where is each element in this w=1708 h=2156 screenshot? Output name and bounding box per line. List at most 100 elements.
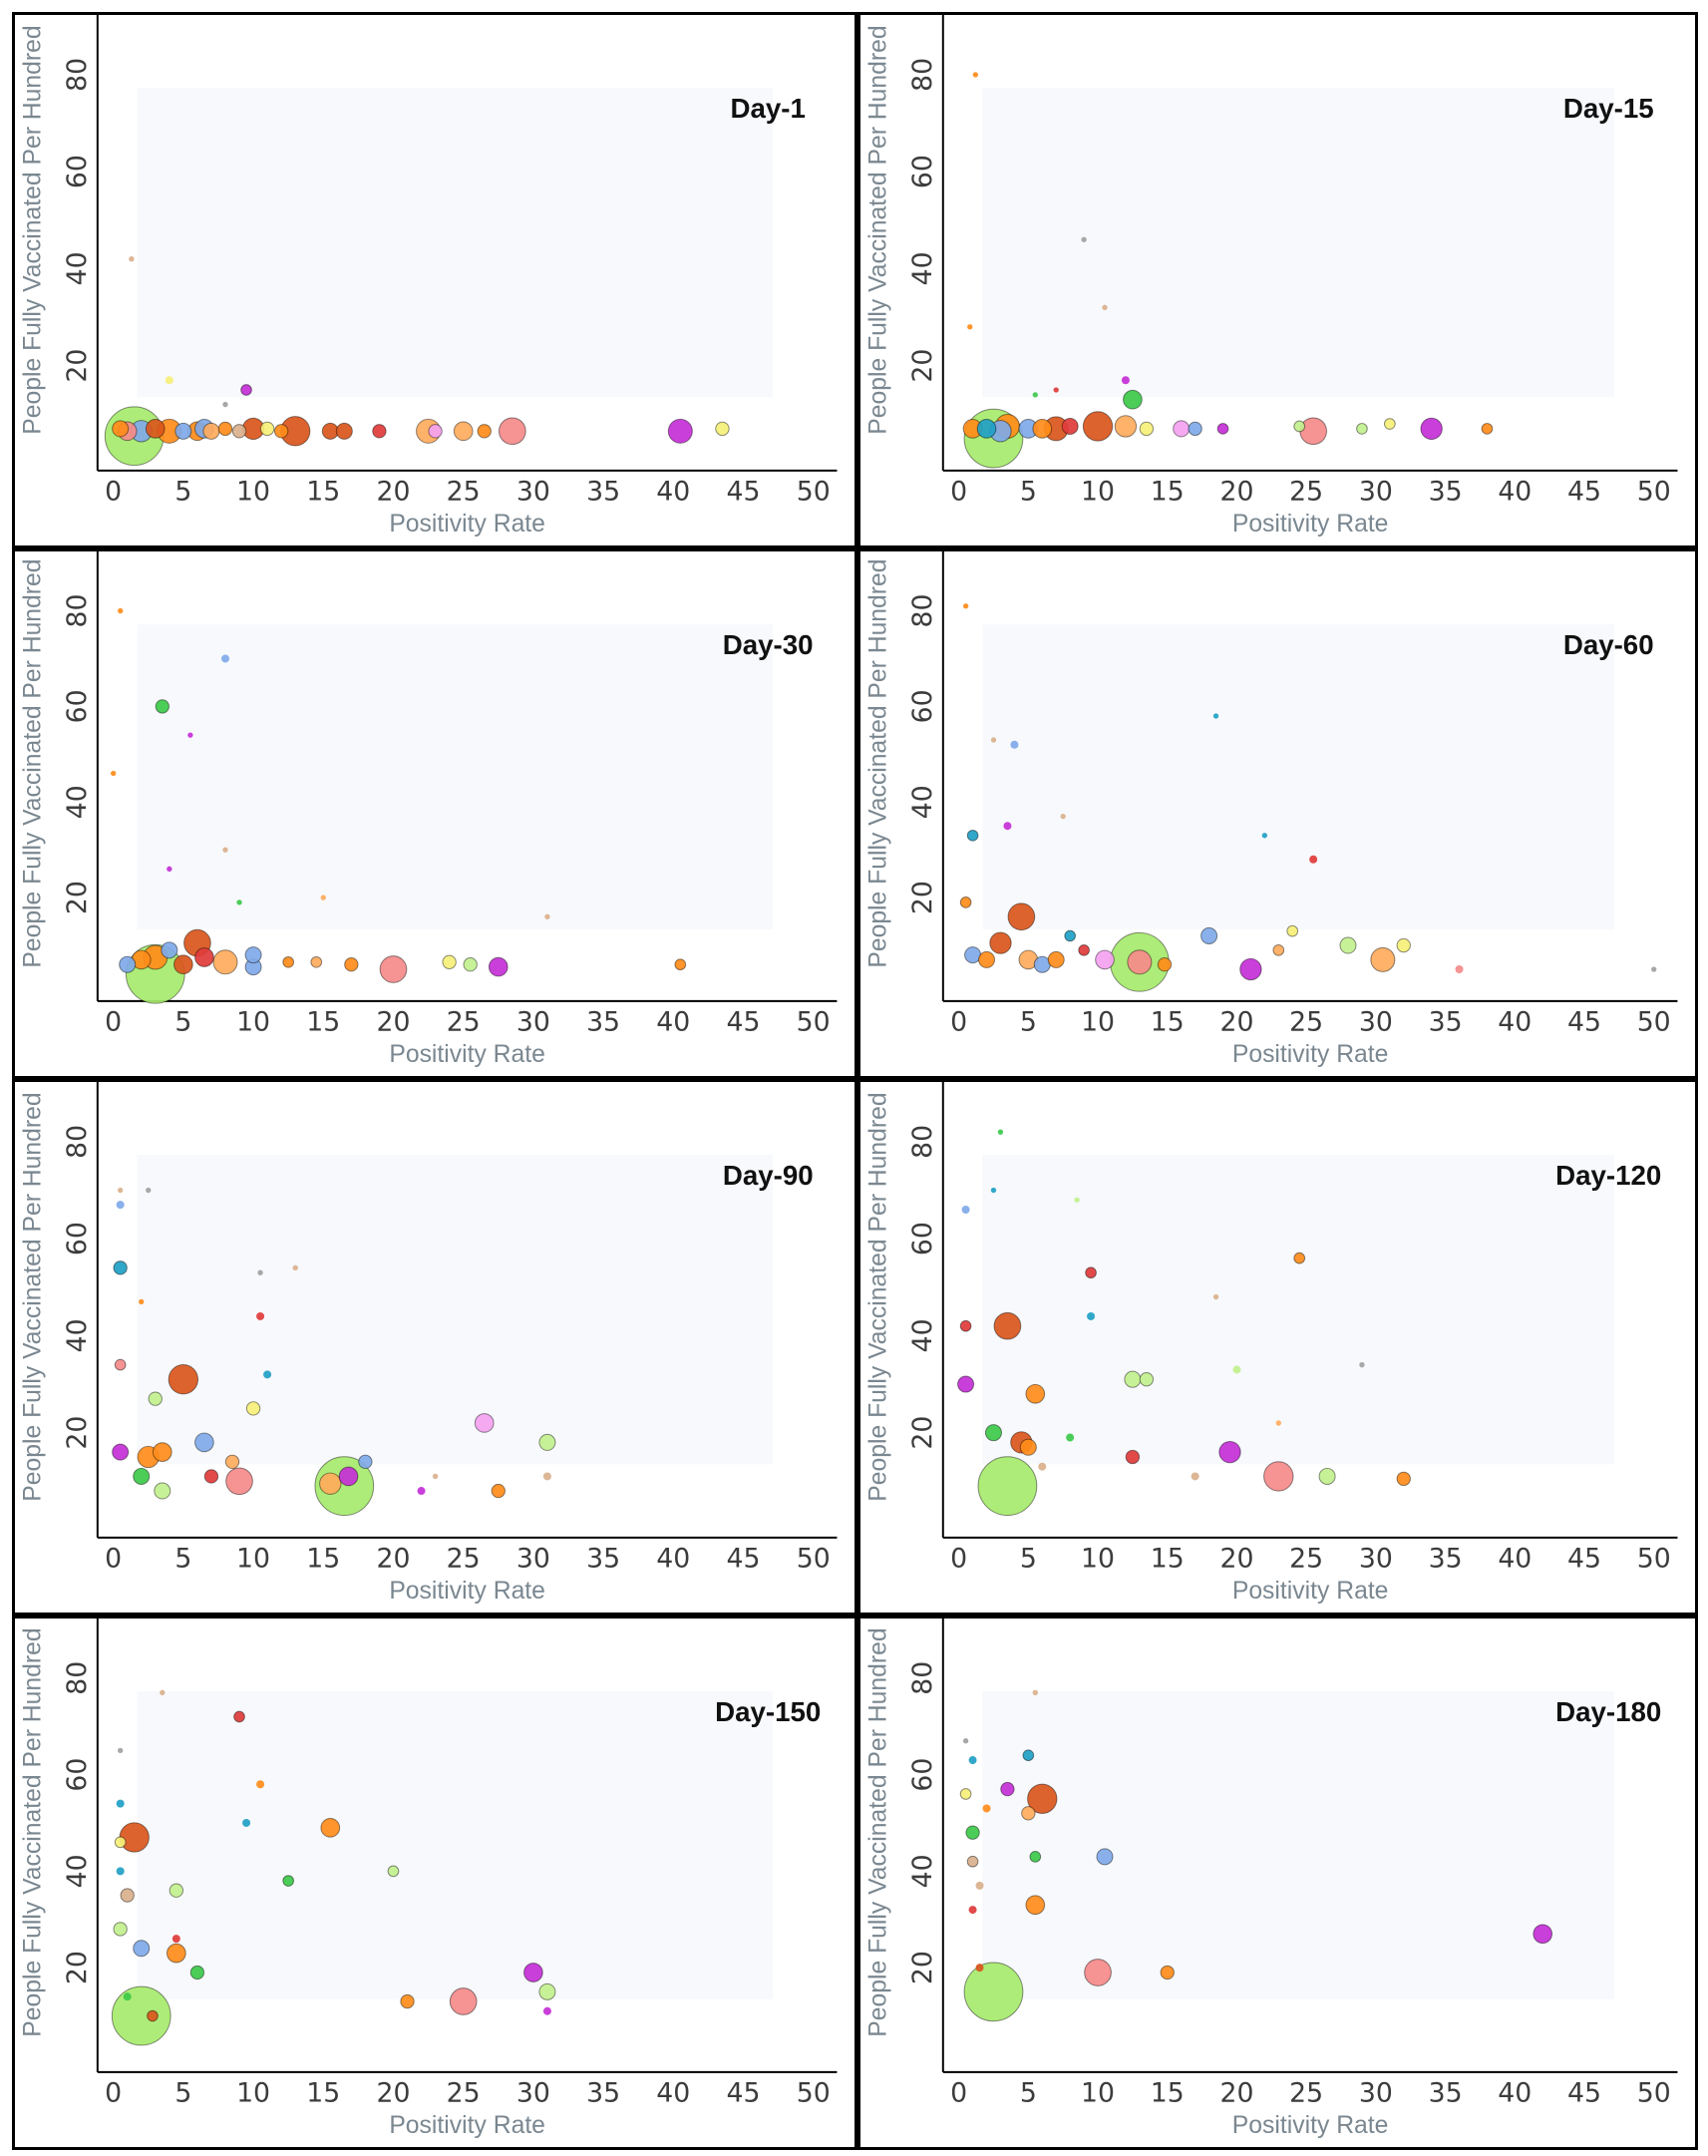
- data-point: [1032, 1689, 1038, 1695]
- y-tick-label: 60: [907, 155, 938, 188]
- data-point: [1025, 1895, 1046, 1916]
- data-point: [538, 1982, 556, 2000]
- scatter-plot: 0 5 10 15 20 25 30 35 40 45 50 20 40 60 80 Positivity R…: [19, 1618, 838, 2139]
- data-point: [1010, 740, 1019, 749]
- data-point: [1082, 411, 1114, 442]
- x-tick-label: 5: [174, 1544, 191, 1575]
- x-tick-label: 15: [1151, 1544, 1185, 1575]
- x-tick-label: 45: [726, 1007, 760, 1038]
- y-axis-title: People Fully Vaccinated Per Hundred: [19, 25, 46, 434]
- y-axis-title: People Fully Vaccinated Per Hundred: [19, 1627, 46, 2036]
- x-tick-label: 30: [516, 2078, 550, 2109]
- data-point: [245, 1401, 261, 1416]
- data-point: [1216, 423, 1229, 435]
- data-point: [428, 424, 443, 439]
- x-tick-label: 0: [950, 1007, 967, 1038]
- data-point: [1032, 392, 1038, 398]
- x-tick-label: 35: [586, 2078, 620, 2109]
- data-point: [417, 1487, 426, 1496]
- data-point: [335, 422, 353, 440]
- chart-panel-day-120: 0 5 10 15 20 25 30 35 40 45 50 20 40 60 80 Positivity R…: [857, 1079, 1698, 1616]
- data-point: [1299, 417, 1327, 446]
- data-point: [1003, 822, 1012, 831]
- y-tick-label: 60: [62, 689, 93, 723]
- x-tick-label: 40: [656, 2078, 690, 2109]
- chart-panel-day-15: 0 5 10 15 20 25 30 35 40 45 50 20 40 60 80 Positivity R…: [857, 12, 1698, 548]
- data-point: [292, 1264, 298, 1271]
- data-point: [123, 1992, 132, 2001]
- x-tick-label: 0: [105, 1007, 122, 1038]
- x-tick-label: 0: [950, 2078, 967, 2109]
- data-point: [1293, 1252, 1306, 1264]
- data-point: [978, 950, 996, 968]
- x-tick-label: 20: [376, 2078, 410, 2109]
- data-point: [259, 421, 275, 437]
- data-point: [166, 1943, 186, 1964]
- data-point: [222, 847, 228, 853]
- data-point: [1096, 1848, 1114, 1866]
- data-point: [173, 954, 193, 975]
- y-tick-label: 80: [62, 594, 93, 628]
- y-axis-title: People Fully Vaccinated Per Hundred: [864, 1092, 891, 1501]
- data-point: [989, 931, 1012, 954]
- data-point: [244, 946, 262, 964]
- data-point: [152, 1442, 172, 1462]
- data-point: [1356, 423, 1368, 435]
- data-point: [959, 897, 972, 908]
- x-tick-label: 50: [797, 1544, 831, 1575]
- data-point: [242, 1818, 251, 1827]
- data-point: [174, 422, 192, 440]
- x-tick-label: 30: [516, 1007, 550, 1038]
- data-point: [161, 941, 178, 959]
- y-axis-title: People Fully Vaccinated Per Hundred: [20, 559, 47, 968]
- data-point: [147, 2009, 159, 2022]
- data-point: [997, 1129, 1004, 1135]
- data-point: [1651, 966, 1657, 972]
- data-point: [1261, 833, 1268, 839]
- data-point: [966, 829, 979, 842]
- data-point: [1114, 415, 1138, 438]
- data-point: [118, 607, 124, 614]
- x-axis-title: Positivity Rate: [389, 1041, 545, 1068]
- data-point: [1263, 1461, 1294, 1492]
- y-tick-label: 40: [907, 251, 938, 285]
- chart-panel-day-60: 0 5 10 15 20 25 30 35 40 45 50 20 40 60 80 Positivity R…: [857, 548, 1698, 1079]
- data-point: [542, 2006, 551, 2015]
- data-point: [538, 1433, 556, 1451]
- data-point: [1173, 420, 1191, 438]
- x-tick-label: 30: [516, 1544, 550, 1575]
- data-point: [1124, 1370, 1142, 1388]
- data-point: [453, 421, 474, 442]
- data-point: [320, 895, 326, 900]
- x-tick-label: 0: [950, 1544, 967, 1575]
- x-tick-label: 35: [586, 1007, 620, 1038]
- x-axis-title: Positivity Rate: [1232, 511, 1389, 538]
- data-point: [139, 1298, 145, 1305]
- x-tick-label: 0: [105, 1544, 122, 1575]
- data-point: [231, 424, 247, 439]
- data-point: [1383, 418, 1396, 430]
- data-point: [449, 1987, 478, 2015]
- chart-panel-day-30: 0 5 10 15 20 25 30 35 40 45 50 20 40 60 80 Positivity R…: [12, 548, 857, 1079]
- data-point: [442, 954, 457, 969]
- data-point: [523, 1963, 543, 1982]
- scatter-plot: 0 5 10 15 20 25 30 35 40 45 50 20 40 60 80 Positivity R…: [19, 1082, 838, 1605]
- x-tick-label: 45: [727, 477, 761, 508]
- data-point: [194, 1432, 214, 1453]
- data-point: [217, 421, 233, 437]
- data-point: [194, 947, 214, 967]
- data-point: [257, 1269, 263, 1275]
- panel-title: Day-15: [1563, 93, 1654, 124]
- data-point: [256, 1780, 265, 1789]
- x-tick-label: 45: [1567, 2078, 1601, 2109]
- data-point: [220, 654, 229, 663]
- data-point: [119, 955, 137, 973]
- x-tick-label: 40: [656, 477, 690, 508]
- data-point: [674, 958, 687, 971]
- x-tick-label: 15: [306, 1544, 340, 1575]
- data-point: [1359, 1361, 1365, 1368]
- x-tick-label: 25: [1289, 1544, 1323, 1575]
- data-point: [387, 1865, 400, 1878]
- y-tick-label: 20: [907, 349, 938, 383]
